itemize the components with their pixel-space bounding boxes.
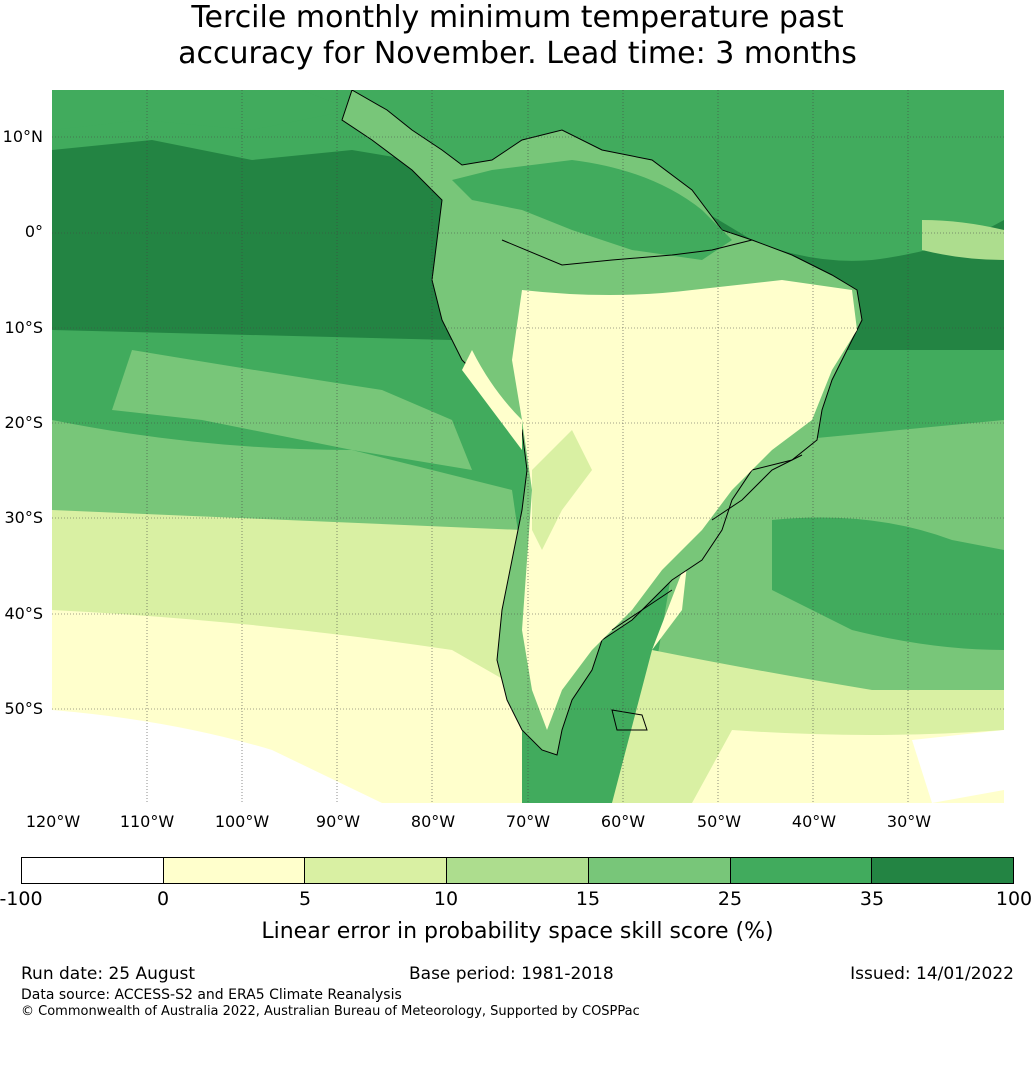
peru-coast-strip [462,350,522,450]
map-title: Tercile monthly minimum temperature past… [0,0,1035,72]
lat-label-50s: 50°S [4,699,43,718]
title-line-2: accuracy for November. Lead time: 3 mont… [178,36,857,71]
lon-label-40w: 40°W [791,812,837,831]
skill-score-map [52,90,1004,803]
far-south-pacific-white [52,710,382,803]
andes-patch [532,430,592,550]
colorbar-segment [872,858,1014,883]
colorbar [21,857,1014,884]
lon-label-70w: 70°W [505,812,551,831]
amazon-river [501,239,753,266]
lon-label-80w: 80°W [410,812,456,831]
lat-label-20s: 20°S [4,413,43,432]
lon-label-30w: 30°W [886,812,932,831]
colorbar-segment [305,858,448,883]
colorbar-segment [163,858,306,883]
colorbar-tick: 15 [575,888,601,910]
lon-label-50w: 50°W [696,812,742,831]
colorbar-tick: 100 [995,888,1033,910]
lat-label-10n: 10°N [2,127,43,146]
south-atlantic-patch [772,517,1004,650]
central-america-band [52,90,352,130]
colorbar-segment [22,858,164,883]
south-atlantic-white [912,730,1004,803]
lon-label-90w: 90°W [315,812,361,831]
data-source: Data source: ACCESS-S2 and ERA5 Climate … [21,987,402,1003]
lat-label-10s: 10°S [4,318,43,337]
lat-label-0: 0° [24,222,43,241]
run-date: Run date: 25 August [21,964,195,984]
title-line-1: Tercile monthly minimum temperature past [191,0,844,35]
colorbar-segment [730,858,873,883]
map-canvas [52,90,1004,803]
brazil-coastline [711,454,803,521]
lat-label-30s: 30°S [4,508,43,527]
lon-label-60w: 60°W [600,812,646,831]
lon-label-120w: 120°W [25,812,81,831]
copyright: © Commonwealth of Australia 2022, Austra… [21,1004,640,1019]
amazon-north-patch [452,160,732,260]
map-gridlines [52,90,1004,803]
uruguay-coastline [611,589,673,631]
lat-label-40s: 40°S [4,604,43,623]
lon-label-110w: 110°W [119,812,175,831]
continent-interior-light [512,280,857,730]
colorbar-label: Linear error in probability space skill … [261,919,774,944]
north-atlantic-band [52,90,1004,261]
colorbar-tick: 5 [298,888,312,910]
colorbar-segment [588,858,731,883]
colorbar-tick: 25 [717,888,743,910]
colorbar-tick: 0 [156,888,170,910]
falkland-islands [611,709,648,731]
pacific-patch-1 [112,350,472,470]
colorbar-segment [447,858,589,883]
equatorial-atlantic-patch [922,220,1004,260]
colorbar-tick: -100 [0,888,43,910]
base-period: Base period: 1981-2018 [409,964,614,984]
lon-label-100w: 100°W [214,812,270,831]
colorbar-tick: 35 [859,888,885,910]
colorbar-tick: 10 [433,888,459,910]
issued-date: Issued: 14/01/2022 [850,964,1014,984]
